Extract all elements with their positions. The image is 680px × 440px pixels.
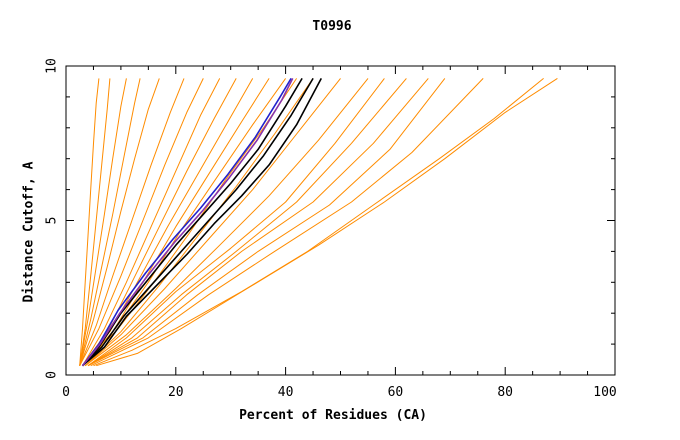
series-line-far-d (96, 77, 558, 367)
y-tick-label-5: 5 (45, 217, 60, 225)
series-line-far-b (90, 78, 484, 367)
ticks-layer (65, 65, 616, 376)
x-tick-label-20: 20 (168, 385, 184, 400)
chart-title: T0996 (312, 19, 351, 34)
series-line-steep-c (79, 78, 127, 366)
series-line-mid-e (82, 78, 254, 367)
series-line-steep-a (79, 78, 100, 366)
x-tick-label-100: 100 (593, 385, 616, 400)
series-line-ref-black-2 (81, 77, 314, 367)
series-line-mid-a (79, 78, 185, 366)
series-line-ref-blue (81, 77, 292, 367)
x-tick-label-40: 40 (278, 385, 294, 400)
series-line-far-c (93, 78, 544, 367)
x-tick-label-0: 0 (62, 385, 70, 400)
series-line-steep-b (79, 78, 111, 366)
x-axis-label: Percent of Residues (CA) (239, 408, 427, 423)
series-line-ref-purple (81, 78, 294, 367)
series-line-mid-b (79, 78, 204, 366)
series-line-wide-b (84, 78, 341, 367)
y-tick-label-0: 0 (45, 371, 60, 379)
y-axis-label: Distance Cutoff, A (22, 161, 37, 302)
series-line-wide-d (87, 78, 385, 367)
x-tick-label-60: 60 (388, 385, 404, 400)
series-line-mid-c (82, 78, 221, 366)
series-line-wide-a (84, 78, 314, 367)
series-line-ref-black-3 (81, 78, 323, 367)
series-line-wide-e (87, 78, 407, 367)
series-line-steep-d (79, 78, 141, 366)
series-line-far-a (87, 78, 446, 367)
x-tick-label-80: 80 (497, 385, 513, 400)
y-tick-label-10: 10 (45, 58, 60, 74)
series-line-wide-f (87, 78, 429, 367)
series-line-ref-black-1 (81, 77, 303, 367)
series-layer (79, 77, 558, 367)
series-line-wide-c (84, 78, 369, 367)
series-line-steep-e (79, 78, 160, 366)
